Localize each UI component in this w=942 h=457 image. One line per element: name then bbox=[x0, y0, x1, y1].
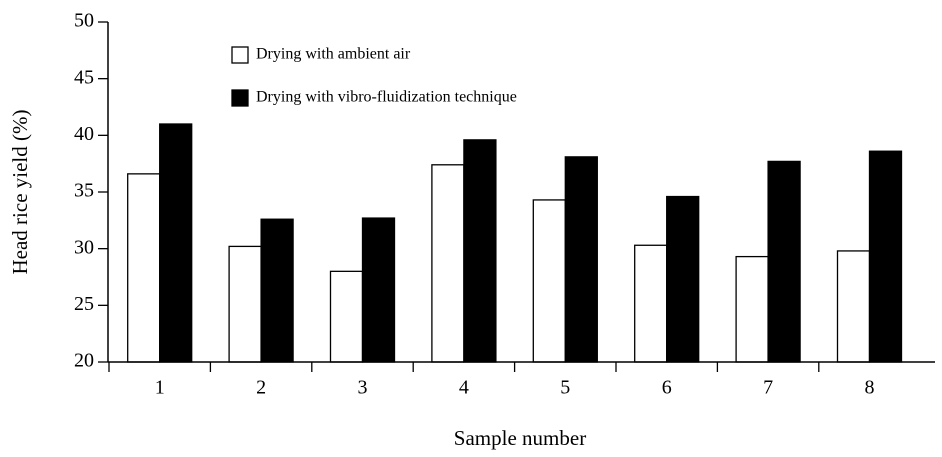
bar bbox=[634, 244, 668, 363]
x-tick-label: 7 bbox=[763, 377, 773, 399]
y-tick-label: 40 bbox=[74, 123, 94, 145]
bar bbox=[260, 218, 294, 363]
bar bbox=[735, 255, 769, 363]
y-tick-label: 30 bbox=[74, 236, 94, 258]
bar bbox=[127, 173, 161, 363]
x-axis-title: Sample number bbox=[454, 426, 586, 450]
y-tick-label: 45 bbox=[74, 66, 94, 88]
x-tick-label: 1 bbox=[155, 377, 165, 399]
bar bbox=[532, 199, 566, 363]
x-tick-label: 8 bbox=[865, 377, 875, 399]
legend-swatch bbox=[231, 46, 249, 64]
x-tick-label: 6 bbox=[662, 377, 672, 399]
bar bbox=[767, 160, 801, 363]
legend-label: Drying with ambient air bbox=[256, 46, 411, 63]
bar bbox=[159, 123, 193, 363]
y-tick-label: 20 bbox=[74, 350, 94, 372]
bar bbox=[329, 270, 364, 363]
y-axis-title: Head rice yield (%) bbox=[8, 109, 32, 274]
bar bbox=[868, 150, 903, 363]
bar bbox=[228, 245, 262, 363]
bar bbox=[564, 156, 598, 363]
x-tick-label: 3 bbox=[358, 377, 368, 399]
y-tick-label: 35 bbox=[74, 180, 94, 202]
bar bbox=[361, 217, 396, 363]
bar bbox=[836, 250, 871, 363]
bar bbox=[463, 139, 497, 363]
legend-label: Drying with vibro-fluidization technique bbox=[256, 89, 517, 106]
y-tick-label: 25 bbox=[74, 293, 94, 315]
bar bbox=[431, 164, 465, 363]
bar bbox=[666, 195, 700, 363]
y-tick-label: 50 bbox=[74, 10, 94, 32]
legend-swatch bbox=[231, 89, 249, 107]
x-tick-label: 2 bbox=[256, 377, 266, 399]
x-tick-label: 5 bbox=[560, 377, 570, 399]
x-tick-label: 4 bbox=[459, 377, 469, 399]
